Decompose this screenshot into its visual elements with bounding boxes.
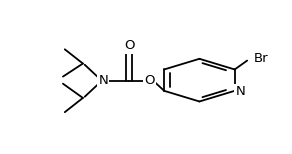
Text: O: O [124,39,135,52]
Text: N: N [235,85,245,99]
Text: N: N [98,74,108,87]
Text: O: O [145,74,155,87]
Text: Br: Br [254,52,269,65]
